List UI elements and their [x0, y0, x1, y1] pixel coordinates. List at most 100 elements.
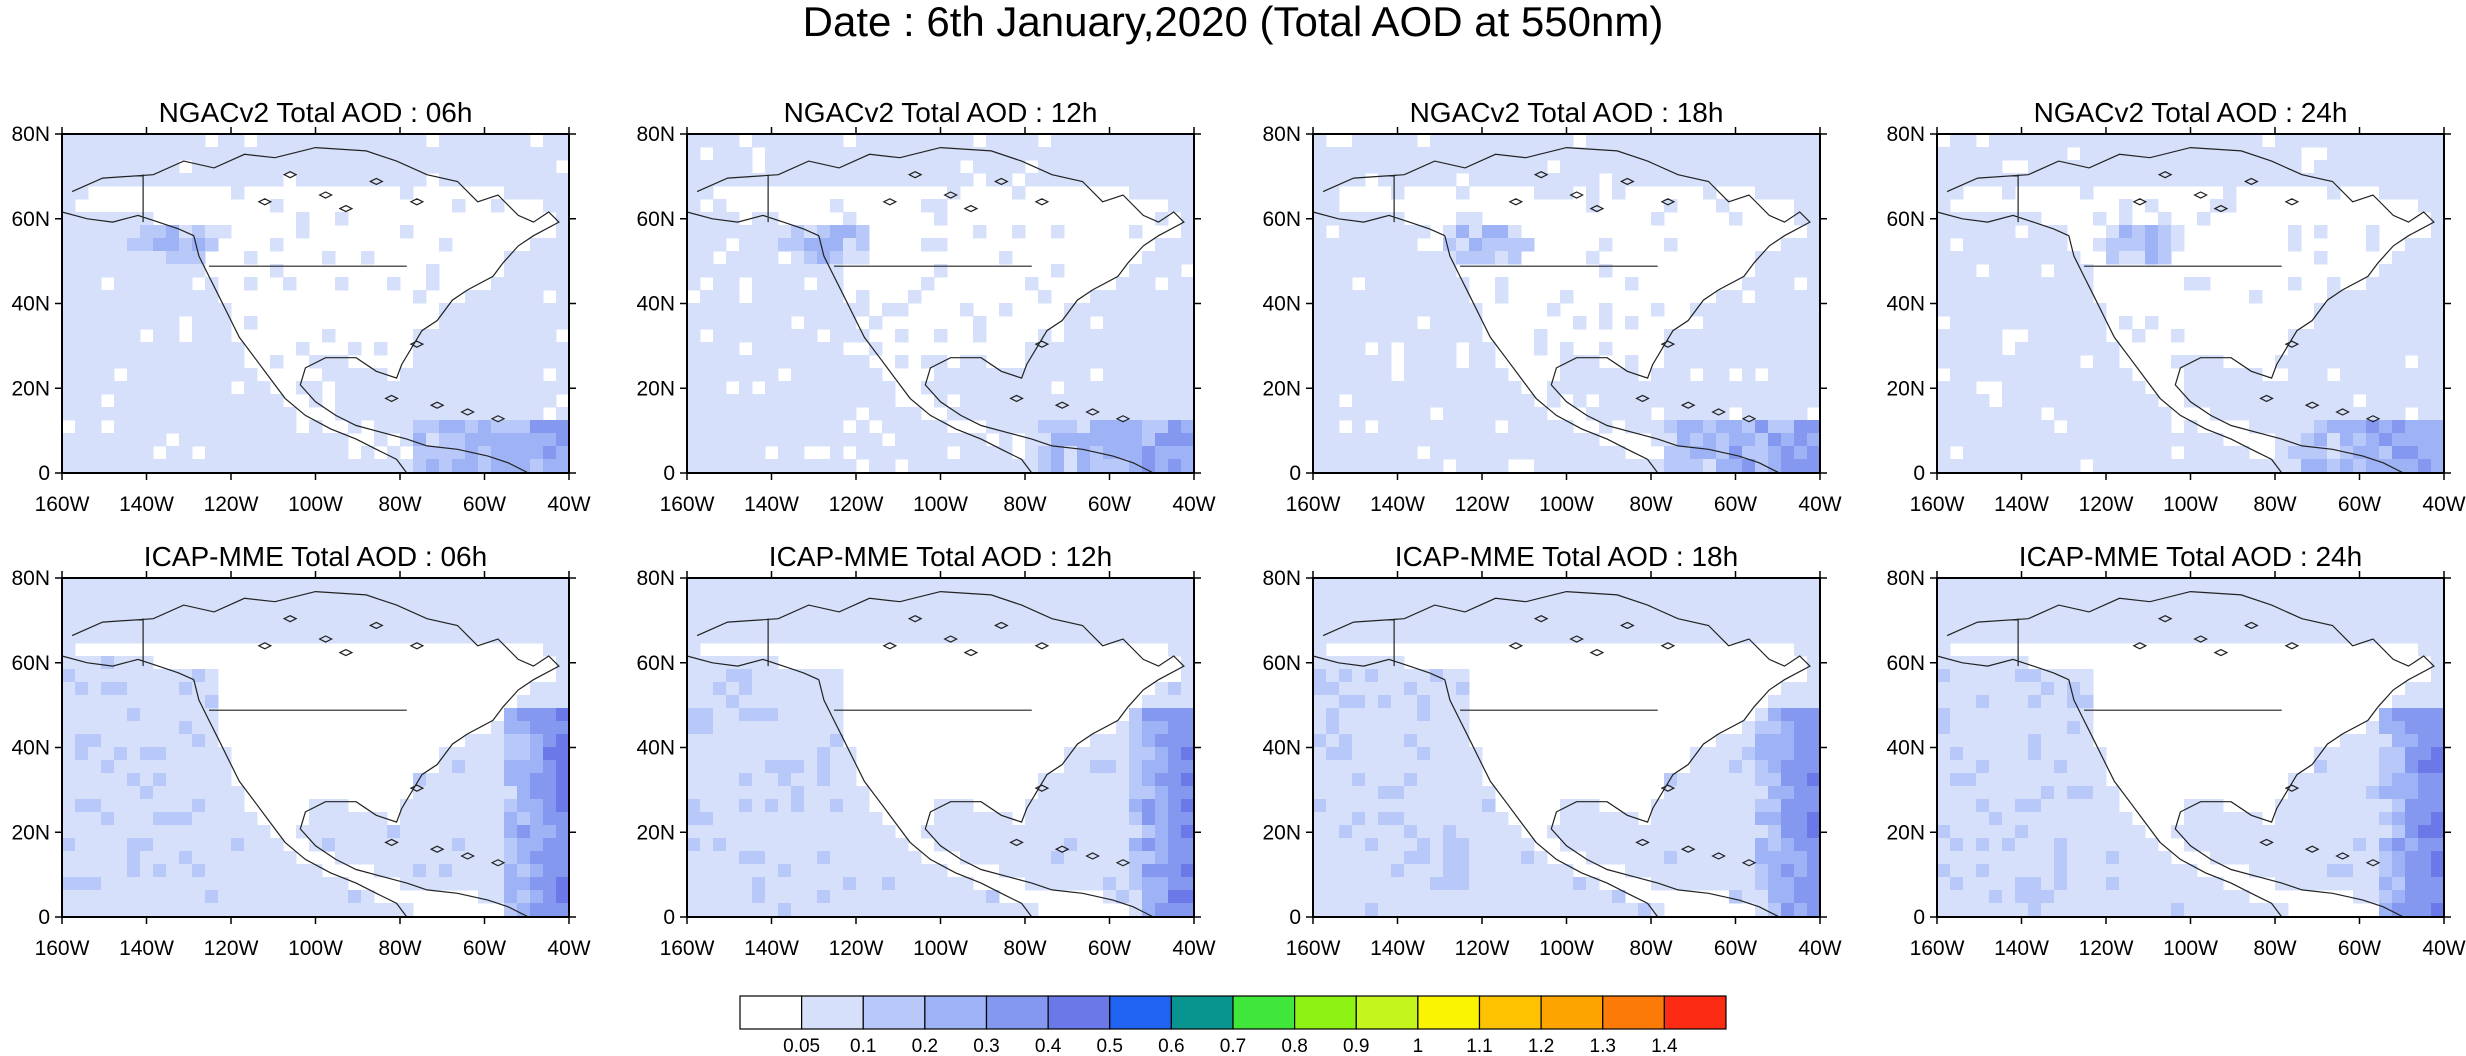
aod-cell — [1038, 355, 1052, 369]
aod-cell — [426, 277, 440, 291]
aod-cell — [1181, 303, 1195, 317]
aod-cell — [62, 877, 76, 891]
aod-cell — [127, 903, 141, 917]
aod-cell — [192, 864, 206, 878]
aod-cell — [231, 799, 245, 813]
aod-cell — [1729, 578, 1743, 592]
aod-cell — [530, 591, 544, 605]
aod-cell — [244, 825, 258, 839]
aod-cell — [778, 459, 792, 473]
aod-cell — [1781, 459, 1795, 473]
aod-cell — [1807, 186, 1821, 200]
aod-cell — [2340, 147, 2354, 161]
aod-cell — [530, 355, 544, 369]
aod-cell — [739, 264, 753, 278]
aod-cell — [1313, 290, 1327, 304]
aod-cell — [765, 760, 779, 774]
aod-cell — [101, 303, 115, 317]
aod-cell — [153, 903, 167, 917]
aod-cell — [687, 786, 701, 800]
aod-cell — [348, 147, 362, 161]
lat-tick-label: 40N — [11, 293, 50, 316]
aod-cell — [543, 420, 557, 434]
aod-cell — [205, 747, 219, 761]
aod-cell — [2405, 264, 2419, 278]
aod-cell — [2080, 446, 2094, 460]
aod-cell — [465, 173, 479, 187]
aod-cell — [192, 838, 206, 852]
aod-cell — [1469, 630, 1483, 644]
aod-cell — [205, 394, 219, 408]
aod-cell — [2418, 186, 2432, 200]
aod-cell — [517, 160, 531, 174]
aod-cell — [75, 773, 89, 787]
aod-cell — [478, 851, 492, 865]
aod-cell — [465, 773, 479, 787]
aod-cell — [1794, 329, 1808, 343]
aod-cell — [1443, 578, 1457, 592]
aod-cell — [791, 134, 805, 148]
aod-cell — [700, 173, 714, 187]
aod-cell — [517, 316, 531, 330]
aod-cell — [491, 394, 505, 408]
aod-cell — [986, 812, 1000, 826]
aod-cell — [2314, 316, 2328, 330]
aod-cell — [1430, 708, 1444, 722]
aod-cell — [127, 264, 141, 278]
aod-cell — [2184, 459, 2198, 473]
aod-cell — [1404, 669, 1418, 683]
aod-cell — [1326, 682, 1340, 696]
aod-cell — [1155, 695, 1169, 709]
aod-cell — [817, 225, 831, 239]
aod-cell — [543, 747, 557, 761]
aod-cell — [1168, 877, 1182, 891]
aod-cell — [530, 264, 544, 278]
aod-cell — [934, 199, 948, 213]
aod-cell — [452, 303, 466, 317]
aod-cell — [62, 903, 76, 917]
aod-cell — [231, 825, 245, 839]
aod-cell — [700, 238, 714, 252]
aod-cell — [283, 407, 297, 421]
aod-cell — [452, 355, 466, 369]
lat-tick-label: 80N — [11, 567, 50, 590]
aod-cell — [1781, 264, 1795, 278]
aod-cell — [1181, 342, 1195, 356]
aod-cell — [1313, 682, 1327, 696]
aod-cell — [1352, 342, 1366, 356]
aod-cell — [1417, 160, 1431, 174]
aod-cell — [895, 355, 909, 369]
aod-cell — [739, 355, 753, 369]
aod-cell — [140, 578, 154, 592]
aod-cell — [947, 591, 961, 605]
aod-cell — [700, 617, 714, 631]
aod-cell — [739, 669, 753, 683]
aod-cell — [192, 147, 206, 161]
aod-cell — [1729, 617, 1743, 631]
aod-cell — [192, 773, 206, 787]
aod-cell — [752, 656, 766, 670]
aod-cell — [687, 760, 701, 774]
aod-cell — [817, 721, 831, 735]
aod-cell — [335, 604, 349, 618]
aod-cell — [921, 355, 935, 369]
aod-cell — [700, 459, 714, 473]
aod-cell — [895, 134, 909, 148]
aod-cell — [921, 420, 935, 434]
aod-cell — [504, 303, 518, 317]
aod-cell — [88, 877, 102, 891]
aod-cell — [88, 251, 102, 265]
aod-cell — [2327, 160, 2341, 174]
aod-cell — [504, 134, 518, 148]
aod-cell — [296, 225, 310, 239]
aod-cell — [973, 630, 987, 644]
aod-cell — [179, 812, 193, 826]
aod-cell — [1469, 303, 1483, 317]
aod-cell — [1443, 290, 1457, 304]
aod-cell — [2054, 407, 2068, 421]
aod-cell — [986, 890, 1000, 904]
aod-cell — [62, 134, 76, 148]
aod-cell — [517, 329, 531, 343]
aod-cell — [2392, 420, 2406, 434]
aod-cell — [765, 316, 779, 330]
